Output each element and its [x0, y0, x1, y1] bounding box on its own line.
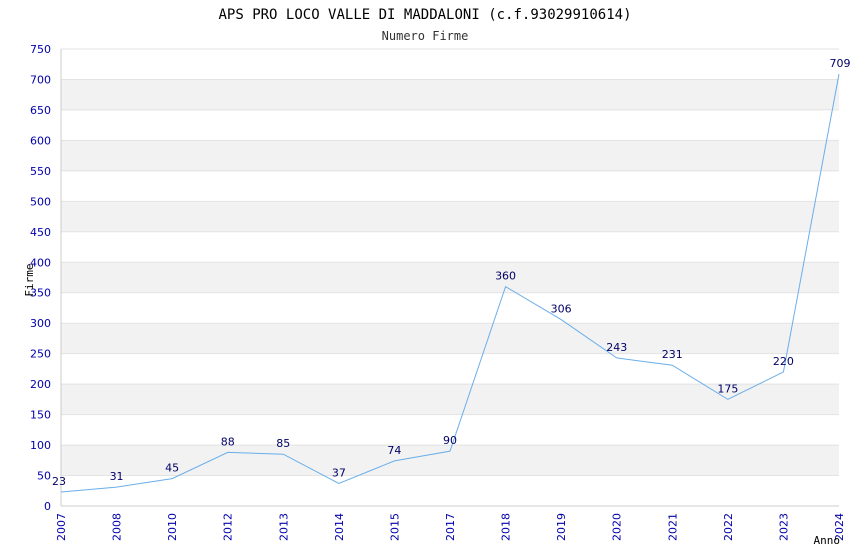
grid-band	[61, 262, 839, 293]
x-tick-label: 2012	[222, 513, 235, 541]
data-label: 231	[662, 348, 683, 361]
y-tick-label: 200	[30, 378, 51, 391]
y-tick-label: 100	[30, 439, 51, 452]
data-label: 85	[276, 437, 290, 450]
data-label: 90	[443, 434, 457, 447]
x-tick-label: 2013	[277, 513, 290, 541]
x-axis-ticks: 2007 2008 2010 2012 2013 2014 2015 2017 2018 2019…	[55, 513, 846, 541]
y-tick-label: 750	[30, 43, 51, 56]
data-label: 88	[221, 435, 235, 448]
data-label: 175	[717, 382, 738, 395]
grid-band	[61, 79, 839, 110]
y-tick-label: 650	[30, 104, 51, 117]
y-tick-label: 250	[30, 348, 51, 361]
x-tick-label: 2010	[166, 513, 179, 541]
grid-band	[61, 323, 839, 354]
y-tick-label: 600	[30, 134, 51, 147]
y-tick-label: 0	[44, 500, 51, 513]
y-tick-label: 500	[30, 195, 51, 208]
y-tick-label: 550	[30, 165, 51, 178]
series-line	[60, 73, 840, 493]
data-labels: 23 31 45 88 85 37 74 90 360 306 243 231 175 220 709	[52, 57, 850, 488]
data-label: 31	[110, 470, 124, 483]
grid-lines	[61, 48, 839, 507]
data-label: 37	[332, 466, 346, 479]
y-tick-label: 50	[37, 470, 51, 483]
grid-band	[61, 140, 839, 171]
grid-bands	[61, 79, 839, 476]
chart-subtitle: Numero Firme	[382, 29, 469, 43]
x-tick-label: 2023	[777, 513, 790, 541]
grid-band	[61, 201, 839, 232]
grid-band	[61, 384, 839, 415]
x-tick-label: 2008	[111, 513, 124, 541]
data-label: 360	[495, 270, 516, 283]
x-tick-label: 2018	[500, 513, 513, 541]
x-tick-label: 2020	[611, 513, 624, 541]
x-tick-label: 2022	[722, 513, 735, 541]
y-tick-label: 700	[30, 73, 51, 86]
x-tick-label: 2021	[666, 513, 679, 541]
x-tick-label: 2017	[444, 513, 457, 541]
data-label: 220	[773, 355, 794, 368]
data-label: 74	[387, 444, 401, 457]
y-axis-ticks: 0 50 100 150 200 250 300 350 400 450 500 550 600 650 7…	[30, 43, 51, 513]
x-tick-label: 2024	[833, 513, 846, 541]
data-label: 23	[52, 475, 66, 488]
y-tick-label: 300	[30, 317, 51, 330]
x-tick-label: 2014	[333, 513, 346, 541]
y-tick-label: 350	[30, 287, 51, 300]
x-tick-label: 2015	[388, 513, 401, 541]
chart-title: APS PRO LOCO VALLE DI MADDALONI (c.f.930…	[218, 7, 631, 23]
data-label: 45	[165, 462, 179, 475]
y-axis-label: Firme	[23, 263, 36, 296]
data-label: 306	[551, 303, 572, 316]
y-tick-label: 150	[30, 409, 51, 422]
x-tick-label: 2019	[555, 513, 568, 541]
x-axis-label: Anno	[814, 534, 841, 547]
y-tick-label: 400	[30, 256, 51, 269]
x-tick-label: 2007	[55, 513, 68, 541]
data-label: 243	[606, 341, 627, 354]
y-tick-label: 450	[30, 226, 51, 239]
data-label: 709	[830, 57, 850, 70]
